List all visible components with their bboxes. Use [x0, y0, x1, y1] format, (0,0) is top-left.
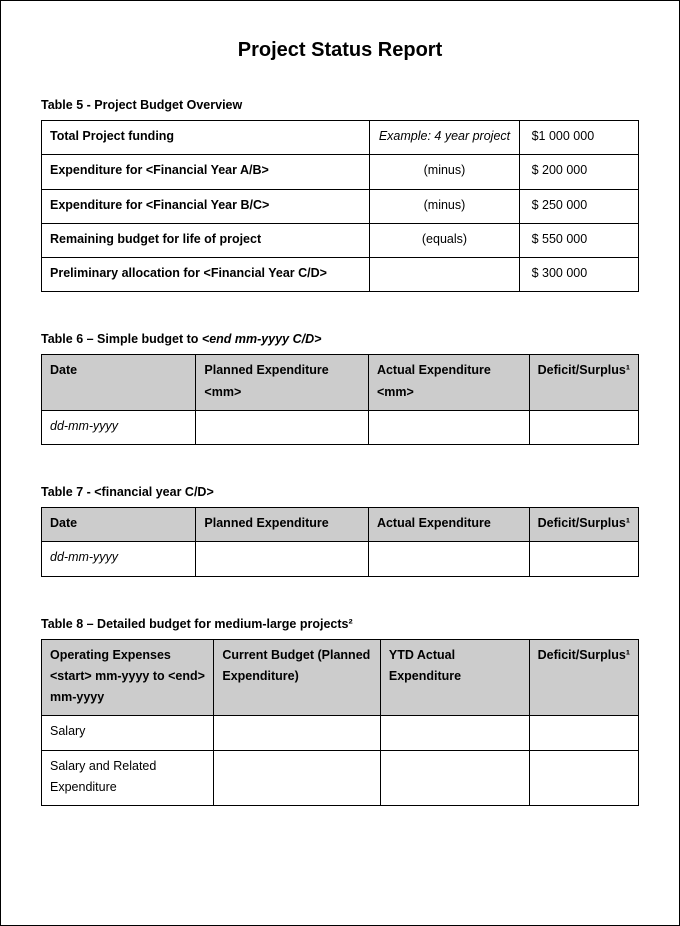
cell-label: Expenditure for <Financial Year A/B>	[42, 155, 370, 189]
cell-actual	[368, 542, 529, 576]
cell-label: Total Project funding	[42, 121, 370, 155]
cell-c2	[380, 716, 529, 750]
col-header: YTD Actual Expenditure	[380, 639, 529, 716]
table6-caption-italic: <end mm-yyyy C/D>	[202, 332, 322, 346]
cell-c1	[214, 716, 381, 750]
cell-c1	[214, 750, 381, 806]
col-header: Deficit/Surplus¹	[529, 639, 638, 716]
col-header: Operating Expenses <start> mm-yyyy to <e…	[42, 639, 214, 716]
col-header: Deficit/Surplus¹	[529, 508, 638, 542]
cell-note: (equals)	[370, 223, 519, 257]
table7: Date Planned Expenditure Actual Expendit…	[41, 507, 639, 577]
table-row: Preliminary allocation for <Financial Ye…	[42, 258, 639, 292]
col-header: Date	[42, 508, 196, 542]
table-row: Remaining budget for life of project (eq…	[42, 223, 639, 257]
table5-caption: Table 5 - Project Budget Overview	[41, 98, 639, 112]
col-header: Actual Expenditure <mm>	[368, 355, 529, 411]
table-row: Salary and Related Expenditure	[42, 750, 639, 806]
cell-deficit	[529, 542, 638, 576]
col-header: Planned Expenditure <mm>	[196, 355, 369, 411]
table7-caption: Table 7 - <financial year C/D>	[41, 485, 639, 499]
cell-label: Remaining budget for life of project	[42, 223, 370, 257]
cell-c0: Salary	[42, 716, 214, 750]
cell-c3	[529, 716, 638, 750]
cell-amount: $1 000 000	[519, 121, 638, 155]
col-header: Current Budget (Planned Expenditure)	[214, 639, 381, 716]
table6-header-row: Date Planned Expenditure <mm> Actual Exp…	[42, 355, 639, 411]
cell-amount: $ 200 000	[519, 155, 638, 189]
table8-caption: Table 8 – Detailed budget for medium-lar…	[41, 617, 639, 631]
table-row: Salary	[42, 716, 639, 750]
cell-c2	[380, 750, 529, 806]
cell-c0: Salary and Related Expenditure	[42, 750, 214, 806]
col-header: Planned Expenditure	[196, 508, 369, 542]
table5: Total Project funding Example: 4 year pr…	[41, 120, 639, 292]
cell-note	[370, 258, 519, 292]
table-row: dd-mm-yyyy	[42, 542, 639, 576]
table-row: Expenditure for <Financial Year B/C> (mi…	[42, 189, 639, 223]
col-header: Date	[42, 355, 196, 411]
cell-planned	[196, 542, 369, 576]
document-page: Project Status Report Table 5 - Project …	[0, 0, 680, 926]
cell-c3	[529, 750, 638, 806]
table8: Operating Expenses <start> mm-yyyy to <e…	[41, 639, 639, 807]
cell-label: Preliminary allocation for <Financial Ye…	[42, 258, 370, 292]
table6: Date Planned Expenditure <mm> Actual Exp…	[41, 354, 639, 445]
table8-header-row: Operating Expenses <start> mm-yyyy to <e…	[42, 639, 639, 716]
table6-caption-prefix: Table 6 – Simple budget to	[41, 332, 202, 346]
cell-note: Example: 4 year project	[370, 121, 519, 155]
table-row: Total Project funding Example: 4 year pr…	[42, 121, 639, 155]
cell-note: (minus)	[370, 155, 519, 189]
cell-amount: $ 300 000	[519, 258, 638, 292]
page-title: Project Status Report	[41, 39, 639, 62]
cell-deficit	[529, 410, 638, 444]
cell-note: (minus)	[370, 189, 519, 223]
col-header: Deficit/Surplus¹	[529, 355, 638, 411]
cell-date: dd-mm-yyyy	[42, 410, 196, 444]
cell-amount: $ 250 000	[519, 189, 638, 223]
cell-date: dd-mm-yyyy	[42, 542, 196, 576]
table-row: Expenditure for <Financial Year A/B> (mi…	[42, 155, 639, 189]
table6-caption: Table 6 – Simple budget to <end mm-yyyy …	[41, 332, 639, 346]
cell-label: Expenditure for <Financial Year B/C>	[42, 189, 370, 223]
table-row: dd-mm-yyyy	[42, 410, 639, 444]
table7-header-row: Date Planned Expenditure Actual Expendit…	[42, 508, 639, 542]
cell-amount: $ 550 000	[519, 223, 638, 257]
cell-planned	[196, 410, 369, 444]
cell-actual	[368, 410, 529, 444]
col-header: Actual Expenditure	[368, 508, 529, 542]
